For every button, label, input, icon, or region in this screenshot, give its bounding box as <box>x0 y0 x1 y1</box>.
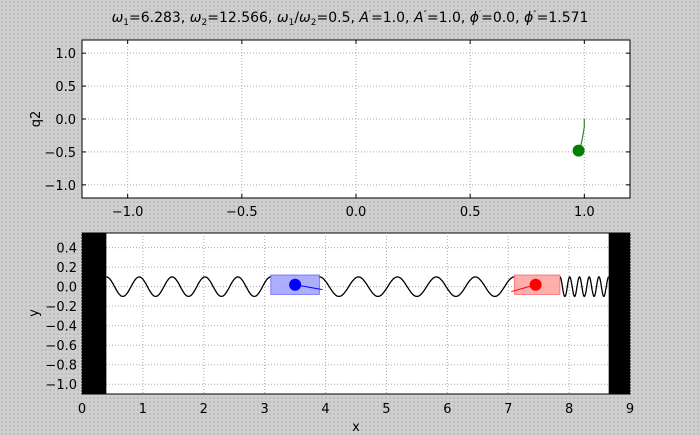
phase-plot-axes: −1.0 −0.5 0.0 0.5 1.0 1.0 0.5 0.0 −0.5 −1.0 q2 <box>29 39 631 220</box>
mass-blue-point <box>289 278 302 291</box>
chain-ytick-label: 0.4 <box>56 242 77 257</box>
spring-middle <box>319 276 515 298</box>
phase-ytick-label: −1.0 <box>44 179 76 194</box>
chain-ytick-label: −0.6 <box>45 339 77 354</box>
chain-plot-marks <box>82 233 630 394</box>
chain-plot-axes: 0 1 2 3 4 5 6 7 8 90.40.20.0−0.2−0.4−0.6−0.8−1.0 … <box>27 232 634 435</box>
chain-plot-area <box>81 232 631 395</box>
phase-ytick-label: 1.0 <box>55 47 76 62</box>
phase-plot-marks <box>572 119 585 157</box>
chain-xtick-label: 1 <box>139 402 147 417</box>
chain-ytick-label: −0.8 <box>45 359 77 374</box>
chain-ytick-label: 0.0 <box>56 281 77 296</box>
phase-xtick-label: −1.0 <box>112 205 144 220</box>
chain-ytick-label: −0.4 <box>45 320 77 335</box>
phase-plot-ylabel: q2 <box>29 111 44 128</box>
chain-xtick-label: 5 <box>382 402 390 417</box>
spring-right <box>559 276 609 298</box>
phase-xtick-label: 1.0 <box>574 205 595 220</box>
phase-ytick-label: 0.0 <box>55 113 76 128</box>
chain-xtick-label: 7 <box>504 402 512 417</box>
chain-plot-ylabel: y <box>27 309 42 317</box>
chain-xtick-label: 4 <box>321 402 329 417</box>
chain-xtick-label: 3 <box>261 402 269 417</box>
phase-xtick-label: −0.5 <box>226 205 258 220</box>
left-wall <box>82 233 107 394</box>
chain-plot-ticks: 0 1 2 3 4 5 6 7 8 9 0.4 0.2 0.0 −0.2 −0.4 −0.6 −0.8 −1.0 <box>45 242 634 417</box>
chain-ytick-label: −1.0 <box>45 378 77 393</box>
chain-xtick-label: 9 <box>626 402 634 417</box>
right-wall <box>608 233 630 394</box>
phase-xtick-label: 0.5 <box>460 205 481 220</box>
chain-xtick-label: 2 <box>200 402 208 417</box>
phase-plot-grid <box>82 40 630 198</box>
phase-ytick-label: 0.5 <box>55 80 76 95</box>
chain-ytick-label: −0.2 <box>45 300 77 315</box>
phase-plot-ticks: −1.0 −0.5 0.0 0.5 1.0 1.0 0.5 0.0 −0.5 −1.0 <box>44 40 630 220</box>
chain-ytick-label: 0.2 <box>56 261 77 276</box>
phase-ytick-label: −0.5 <box>44 146 76 161</box>
spring-left <box>106 276 271 298</box>
chain-plot-xlabel: x <box>352 420 360 435</box>
chain-xtick-label: 0 <box>78 402 86 417</box>
chain-xtick-label: 6 <box>443 402 451 417</box>
chain-xtick-label: 8 <box>565 402 573 417</box>
mass-red-point <box>529 278 542 291</box>
figure-title: ω1=6.283, ω2=12.566, ω1/ω2=0.5, A′=1.0, … <box>112 10 589 28</box>
phase-point <box>572 144 585 157</box>
phase-xtick-label: 0.0 <box>346 205 367 220</box>
